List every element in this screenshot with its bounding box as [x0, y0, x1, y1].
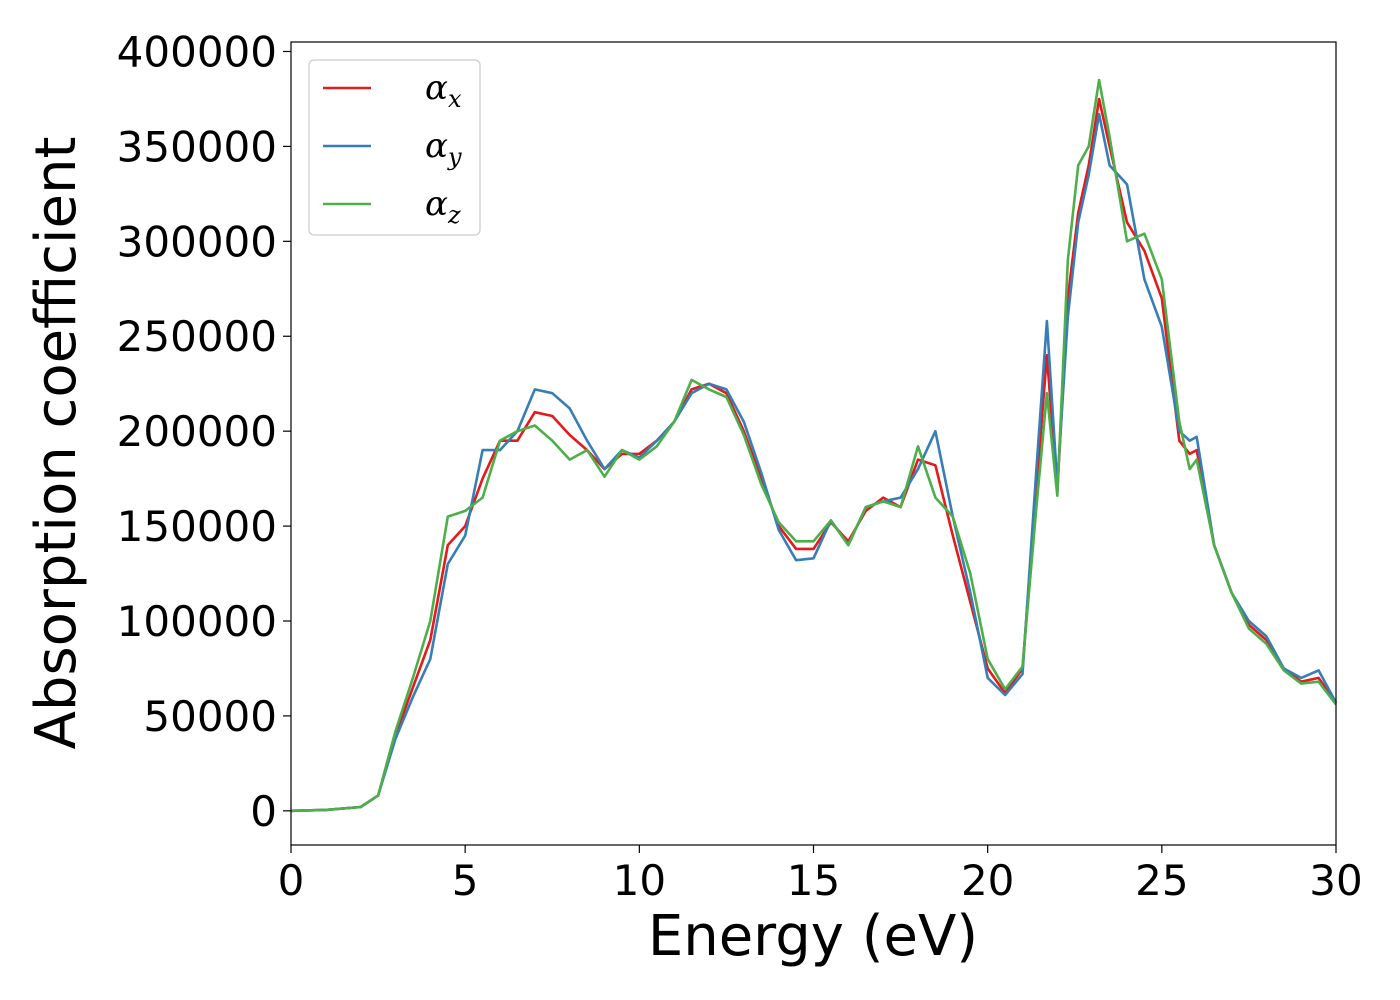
x-tick-label: 20	[961, 856, 1014, 905]
x-tick-label: 15	[787, 856, 840, 905]
x-tick-label: 5	[452, 856, 479, 905]
y-tick-label: 400000	[117, 27, 277, 76]
x-tick-label: 0	[278, 856, 305, 905]
y-tick-label: 300000	[117, 217, 277, 266]
y-tick-label: 100000	[117, 597, 277, 646]
series-layer	[290, 78, 1338, 813]
x-axis-label: Energy (eV)	[648, 904, 978, 969]
y-tick-label: 200000	[117, 407, 277, 456]
y-tick-label: 250000	[117, 312, 277, 361]
x-tick-label: 25	[1135, 856, 1188, 905]
series-line-alpha-z	[290, 78, 1338, 813]
y-tick-label: 150000	[117, 502, 277, 551]
legend-box	[308, 59, 481, 236]
y-tick-label: 350000	[117, 122, 277, 171]
y-axis-label: Absorption coefficient	[24, 137, 89, 750]
x-tick-label: 30	[1309, 856, 1362, 905]
y-tick-label: 0	[250, 787, 277, 836]
x-axis: 0 5 10 15 20 25 30	[278, 845, 1363, 905]
y-tick-label: 50000	[143, 692, 277, 741]
y-axis: 0 50000 100000 150000 200000 250000 300000 3500…	[117, 27, 291, 836]
x-tick-label: 10	[613, 856, 666, 905]
